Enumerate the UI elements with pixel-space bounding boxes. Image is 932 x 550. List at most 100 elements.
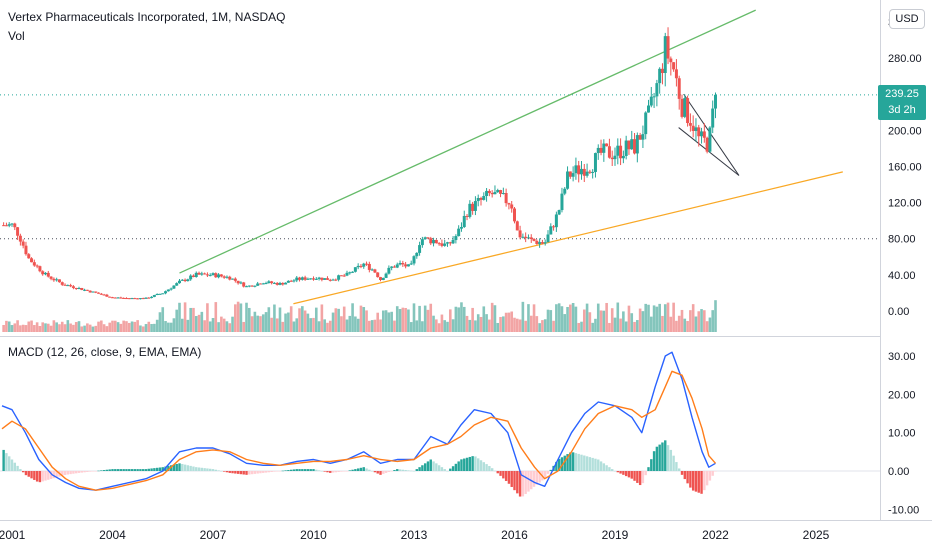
histogram-bar bbox=[175, 463, 178, 471]
histogram-bar bbox=[686, 471, 689, 484]
volume-bar bbox=[292, 321, 296, 332]
candle-body bbox=[256, 283, 260, 286]
volume-bar bbox=[58, 324, 61, 332]
candle-body bbox=[152, 295, 156, 297]
histogram-bar bbox=[398, 469, 402, 471]
volume-bar bbox=[312, 317, 315, 332]
candle-body bbox=[175, 283, 179, 286]
histogram-bar bbox=[630, 471, 633, 479]
candle-body bbox=[133, 298, 137, 300]
candle-body bbox=[122, 297, 126, 299]
volume-bar bbox=[273, 304, 276, 332]
histogram-bar bbox=[52, 471, 56, 479]
candle-body bbox=[233, 278, 237, 281]
volume-legend[interactable]: Vol bbox=[8, 29, 25, 43]
volume-bar bbox=[510, 311, 514, 332]
candle-body bbox=[189, 275, 193, 280]
candle-body bbox=[30, 258, 34, 263]
histogram-bar bbox=[700, 471, 703, 494]
histogram-bar bbox=[535, 471, 539, 485]
histogram-bar bbox=[329, 471, 332, 473]
candle-body bbox=[619, 145, 623, 159]
volume-bar bbox=[582, 309, 586, 332]
volume-bars bbox=[2, 300, 717, 332]
histogram-bar bbox=[356, 468, 360, 471]
candle-body bbox=[275, 282, 279, 285]
histogram-bar bbox=[647, 467, 650, 471]
histogram-bar bbox=[125, 469, 128, 471]
histogram-bar bbox=[566, 454, 569, 471]
volume-bar bbox=[228, 323, 232, 332]
histogram-bar bbox=[298, 469, 301, 471]
currency-badge[interactable]: USD bbox=[889, 9, 925, 29]
histogram-bar bbox=[588, 457, 592, 471]
candle-body bbox=[538, 242, 542, 244]
histogram-bar bbox=[708, 471, 712, 481]
volume-bar bbox=[44, 323, 47, 332]
volume-bar bbox=[437, 323, 441, 332]
volume-bar bbox=[613, 317, 617, 332]
candle-body bbox=[317, 277, 321, 279]
volume-bar bbox=[60, 321, 64, 332]
volume-bar bbox=[155, 319, 159, 332]
volume-bar bbox=[356, 318, 360, 332]
histogram-bar bbox=[292, 469, 296, 471]
histogram-bar bbox=[119, 469, 123, 471]
histogram-bar bbox=[608, 467, 611, 471]
candle-body bbox=[141, 298, 145, 300]
volume-bar bbox=[127, 322, 131, 332]
candle-body bbox=[108, 296, 112, 298]
histogram-bar bbox=[703, 471, 706, 491]
candle-body bbox=[161, 293, 165, 295]
volume-bar bbox=[440, 314, 444, 332]
candle-body bbox=[270, 281, 274, 284]
macd-legend[interactable]: MACD (12, 26, close, 9, EMA, EMA) bbox=[8, 345, 202, 359]
histogram-bar bbox=[155, 467, 159, 471]
candle-body bbox=[485, 190, 489, 197]
histogram-bar bbox=[664, 440, 667, 471]
candle-body bbox=[258, 283, 262, 285]
histogram-bar bbox=[594, 458, 597, 471]
candle-body bbox=[392, 266, 396, 268]
candle-body bbox=[217, 274, 221, 278]
candle-body bbox=[21, 241, 25, 246]
candle-body bbox=[482, 196, 486, 200]
volume-bar bbox=[560, 306, 564, 332]
candle-body bbox=[571, 173, 575, 177]
histogram-bar bbox=[203, 468, 206, 471]
volume-bar bbox=[225, 321, 229, 332]
histogram-bar bbox=[412, 471, 416, 472]
volume-bar bbox=[113, 320, 117, 332]
candle-body bbox=[459, 227, 463, 229]
volume-bar bbox=[541, 320, 544, 332]
volume-bar bbox=[694, 316, 698, 332]
candle-body bbox=[284, 282, 288, 285]
histogram-bar bbox=[75, 471, 78, 474]
volume-bar bbox=[663, 304, 667, 332]
candle-body bbox=[130, 298, 134, 300]
volume-bar bbox=[705, 321, 709, 332]
symbol-title[interactable]: Vertex Pharmaceuticals Incorporated, 1M,… bbox=[8, 10, 286, 24]
volume-bar bbox=[594, 318, 597, 332]
histogram-bar bbox=[30, 471, 33, 479]
histogram-bar bbox=[228, 471, 231, 473]
volume-bar bbox=[301, 306, 304, 332]
histogram-bar bbox=[454, 463, 458, 471]
candle-body bbox=[683, 98, 687, 117]
candle-body bbox=[613, 155, 617, 160]
candle-body bbox=[434, 239, 438, 244]
last-price-value: 239.25 bbox=[885, 88, 919, 100]
volume-bar bbox=[636, 320, 639, 332]
histogram-bar bbox=[705, 471, 709, 486]
candle-body bbox=[147, 297, 151, 299]
volume-bar bbox=[398, 309, 402, 332]
candle-body bbox=[652, 96, 656, 98]
histogram-bar bbox=[19, 469, 22, 471]
candle-body bbox=[529, 237, 533, 240]
candle-body bbox=[24, 245, 28, 255]
histogram-bar bbox=[91, 471, 95, 472]
candle-body bbox=[4, 225, 8, 227]
candle-body bbox=[697, 127, 701, 137]
volume-bar bbox=[247, 307, 251, 332]
